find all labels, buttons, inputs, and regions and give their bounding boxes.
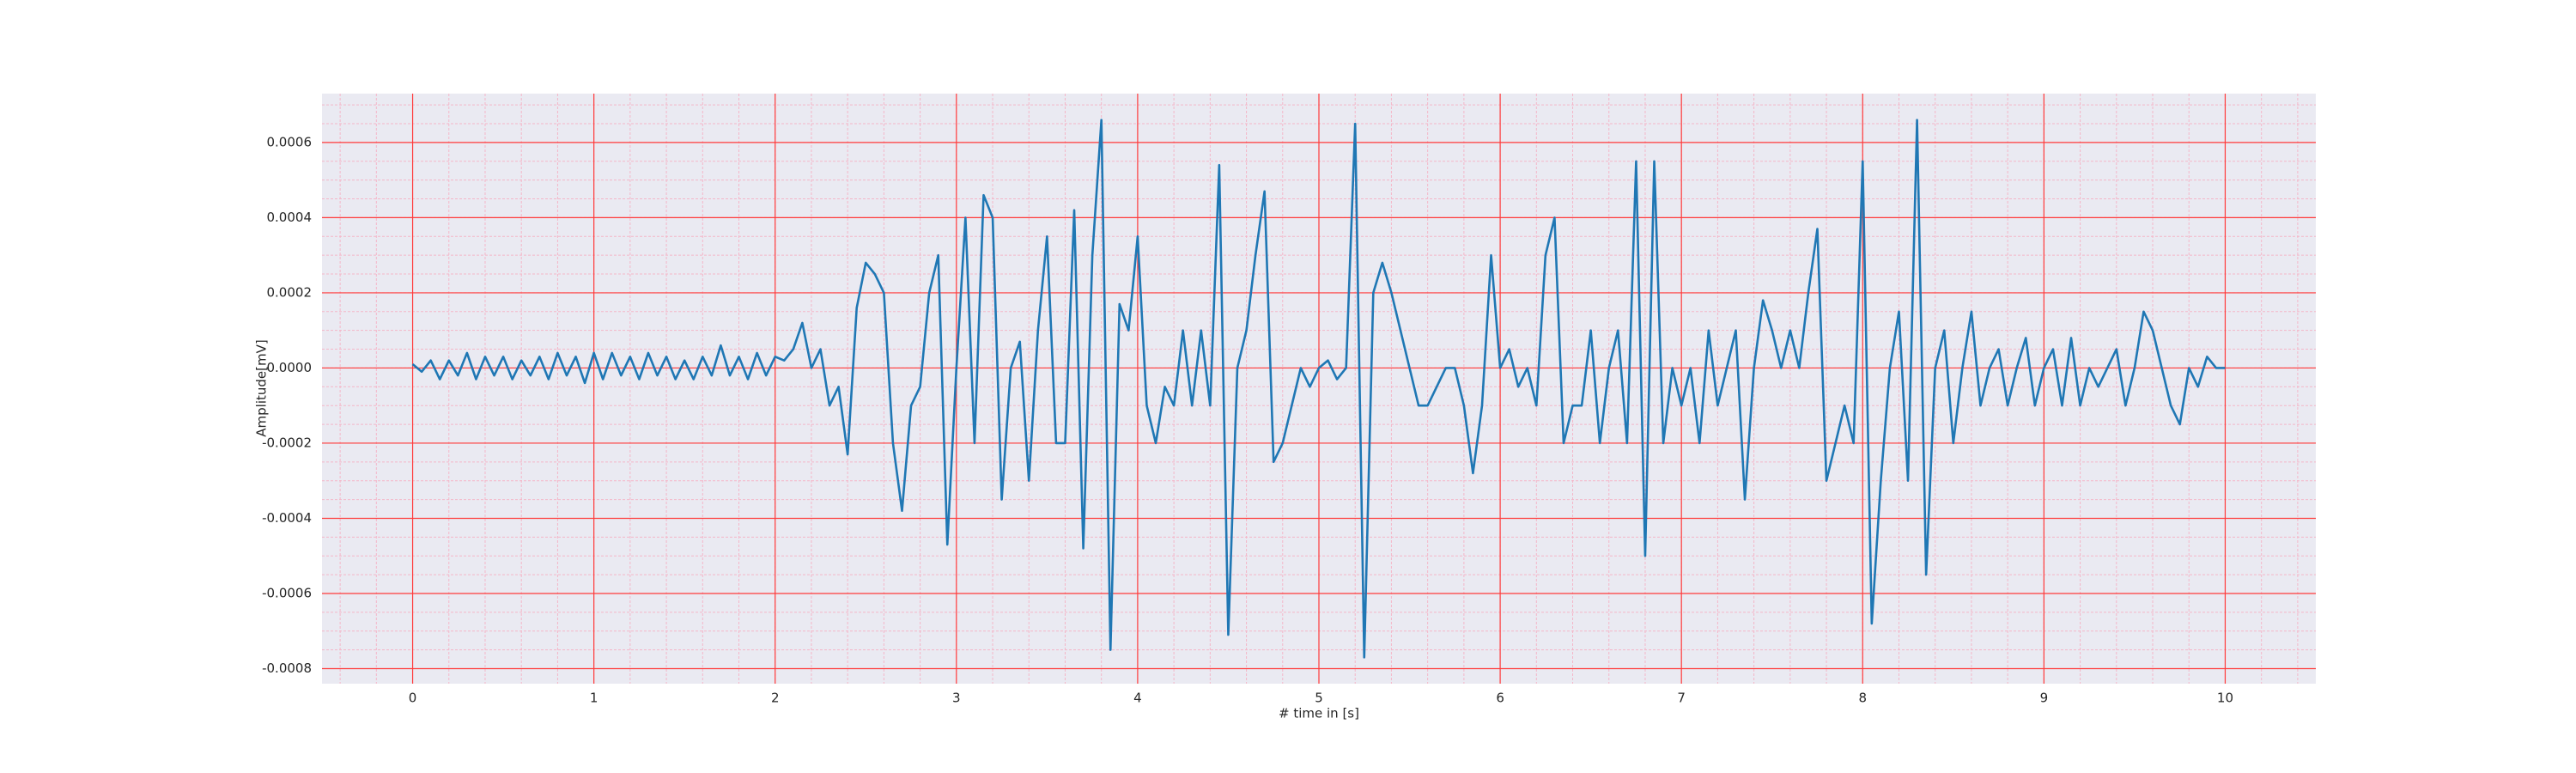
x-tick-label: 10: [2217, 691, 2233, 706]
x-tick-label: 3: [952, 691, 961, 706]
x-tick-label: 8: [1858, 691, 1867, 706]
y-axis-label: Amplitude[mV]: [254, 339, 270, 436]
x-tick-label: 1: [590, 691, 598, 706]
y-tick-label: -0.0002: [262, 435, 312, 450]
signal-line: [411, 119, 2226, 659]
major-grid: [322, 94, 2316, 684]
y-tick-label: -0.0004: [262, 510, 312, 526]
y-tick-label: 0.0000: [267, 360, 313, 375]
x-tick-label: 6: [1496, 691, 1504, 706]
x-tick-label: 7: [1677, 691, 1686, 706]
y-tick-label: 0.0004: [267, 210, 313, 225]
x-tick-label: 5: [1315, 691, 1323, 706]
y-tick-label: -0.0008: [262, 660, 312, 676]
x-axis-label: # time in [s]: [1279, 706, 1359, 721]
y-tick-label: 0.0006: [267, 134, 313, 149]
y-tick-label: -0.0006: [262, 585, 312, 600]
y-tick-label: 0.0002: [267, 284, 313, 300]
x-tick-label: 9: [2040, 691, 2049, 706]
x-tick-label: 2: [771, 691, 780, 706]
x-tick-label: 0: [409, 691, 417, 706]
x-tick-label: 4: [1133, 691, 1142, 706]
data-layer: [411, 119, 2226, 659]
